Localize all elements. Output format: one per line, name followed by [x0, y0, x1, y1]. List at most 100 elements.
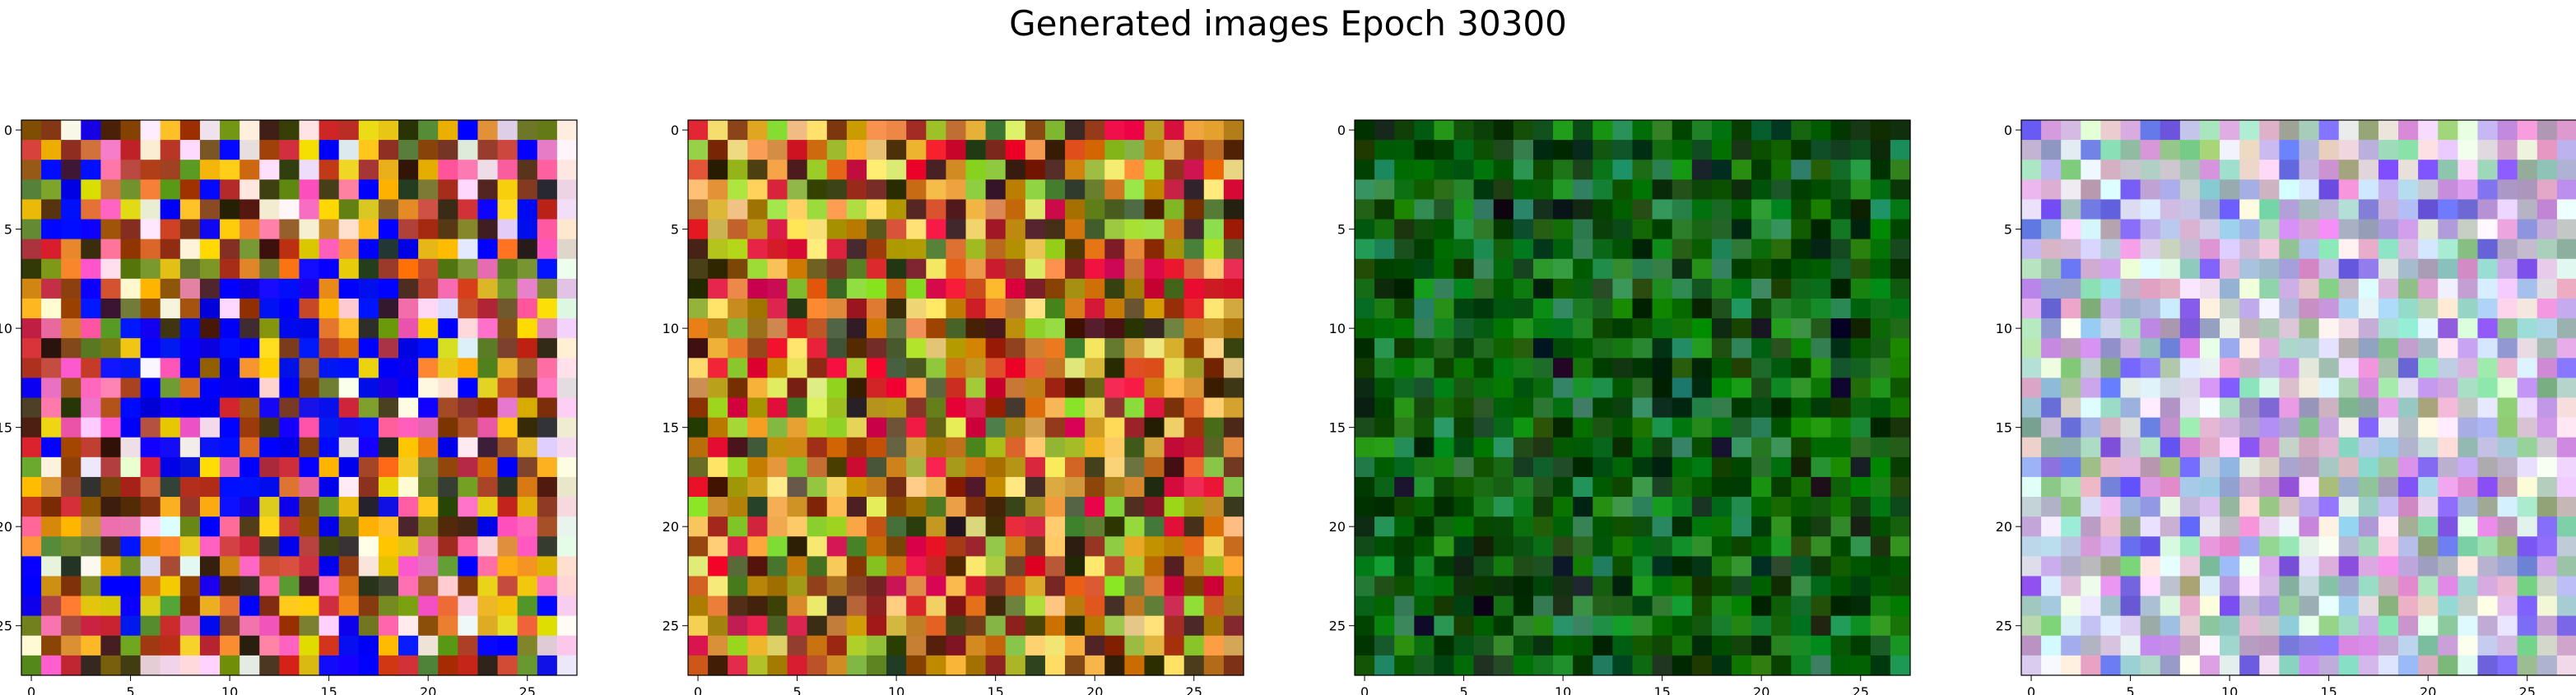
image-pixel: [2498, 299, 2518, 319]
image-pixel: [1184, 457, 1205, 478]
image-pixel: [2100, 358, 2121, 378]
image-pixel: [1553, 457, 1574, 478]
image-pixel: [259, 398, 280, 419]
image-pixel: [41, 517, 62, 537]
image-pixel: [2438, 160, 2458, 180]
image-pixel: [141, 556, 161, 577]
image-pixel: [1434, 179, 1454, 200]
image-pixel: [747, 378, 768, 398]
image-pixel: [2498, 656, 2518, 676]
image-pixel: [767, 656, 788, 676]
image-pixel: [1672, 596, 1693, 617]
image-pixel: [1553, 318, 1574, 339]
image-pixel: [1612, 179, 1633, 200]
image-pixel: [946, 179, 966, 200]
image-pixel: [339, 576, 360, 596]
image-pixel: [319, 596, 340, 617]
image-pixel: [180, 279, 201, 299]
image-pixel: [2279, 536, 2299, 557]
image-pixel: [1851, 497, 1872, 517]
image-pixel: [1414, 596, 1434, 617]
image-pixel: [498, 576, 518, 596]
image-pixel: [438, 318, 458, 339]
image-pixel: [239, 259, 260, 280]
image-pixel: [2200, 299, 2220, 319]
image-pixel: [339, 418, 360, 438]
image-pixel: [1573, 556, 1593, 577]
image-pixel: [1045, 239, 1066, 260]
image-pixel: [2061, 418, 2081, 438]
image-pixel: [1514, 616, 1534, 637]
image-pixel: [1065, 457, 1086, 478]
image-pixel: [1165, 418, 1185, 438]
image-pixel: [688, 418, 709, 438]
image-pixel: [2359, 318, 2379, 339]
image-pixel: [1025, 398, 1046, 419]
image-pixel: [41, 656, 62, 676]
image-pixel: [300, 160, 320, 180]
image-pixel: [518, 318, 538, 339]
image-pixel: [1394, 179, 1415, 200]
image-pixel: [767, 140, 788, 160]
image-pixel: [1751, 120, 1772, 141]
image-pixel: [2537, 179, 2558, 200]
image-pixel: [557, 318, 578, 339]
image-pixel: [926, 358, 946, 378]
image-pixel: [788, 279, 808, 299]
image-pixel: [239, 279, 260, 299]
image-pixel: [2239, 140, 2260, 160]
image-pixel: [1085, 199, 1105, 220]
image-pixel: [867, 536, 887, 557]
image-pixel: [2081, 299, 2101, 319]
image-pixel: [1672, 517, 1693, 537]
image-pixel: [966, 179, 987, 200]
image-pixel: [1224, 656, 1244, 676]
image-pixel: [1184, 418, 1205, 438]
image-pixel: [1124, 120, 1145, 141]
image-pixel: [1025, 160, 1046, 180]
image-pixel: [2160, 616, 2181, 637]
image-pixel: [418, 259, 439, 280]
image-pixel: [708, 536, 728, 557]
image-pixel: [1771, 616, 1792, 637]
image-pixel: [498, 477, 518, 498]
image-pixel: [1514, 338, 1534, 359]
image-pixel: [1085, 299, 1105, 319]
image-pixel: [438, 120, 458, 141]
image-pixel: [200, 160, 221, 180]
image-pixel: [1104, 358, 1125, 378]
image-pixel: [1085, 616, 1105, 637]
image-pixel: [2398, 656, 2419, 676]
image-pixel: [2398, 576, 2419, 596]
image-pixel: [2339, 398, 2360, 419]
image-pixel: [2220, 160, 2240, 180]
image-pixel: [2180, 596, 2201, 617]
image-pixel: [1104, 517, 1125, 537]
image-pixel: [847, 596, 867, 617]
image-pixel: [498, 378, 518, 398]
image-pixel: [1184, 179, 1205, 200]
image-pixel: [1712, 358, 1732, 378]
image-pixel: [2041, 140, 2062, 160]
image-pixel: [926, 457, 946, 478]
image-pixel: [477, 358, 498, 378]
image-pixel: [1533, 457, 1554, 478]
image-pixel: [1533, 616, 1554, 637]
image-pixel: [688, 517, 709, 537]
image-pixel: [2457, 140, 2478, 160]
image-pixel: [1732, 438, 1752, 458]
image-pixel: [239, 140, 260, 160]
image-pixel: [1791, 358, 1811, 378]
image-pixel: [557, 556, 578, 577]
image-pixel: [2200, 656, 2220, 676]
image-pixel: [1851, 477, 1872, 498]
image-pixel: [926, 636, 946, 656]
image-pixel: [2537, 536, 2558, 557]
image-pixel: [1165, 259, 1185, 280]
image-pixel: [2220, 299, 2240, 319]
image-pixel: [1006, 457, 1026, 478]
image-pixel: [438, 656, 458, 676]
image-pixel: [557, 279, 578, 299]
image-pixel: [1593, 318, 1613, 339]
image-pixel: [1533, 596, 1554, 617]
